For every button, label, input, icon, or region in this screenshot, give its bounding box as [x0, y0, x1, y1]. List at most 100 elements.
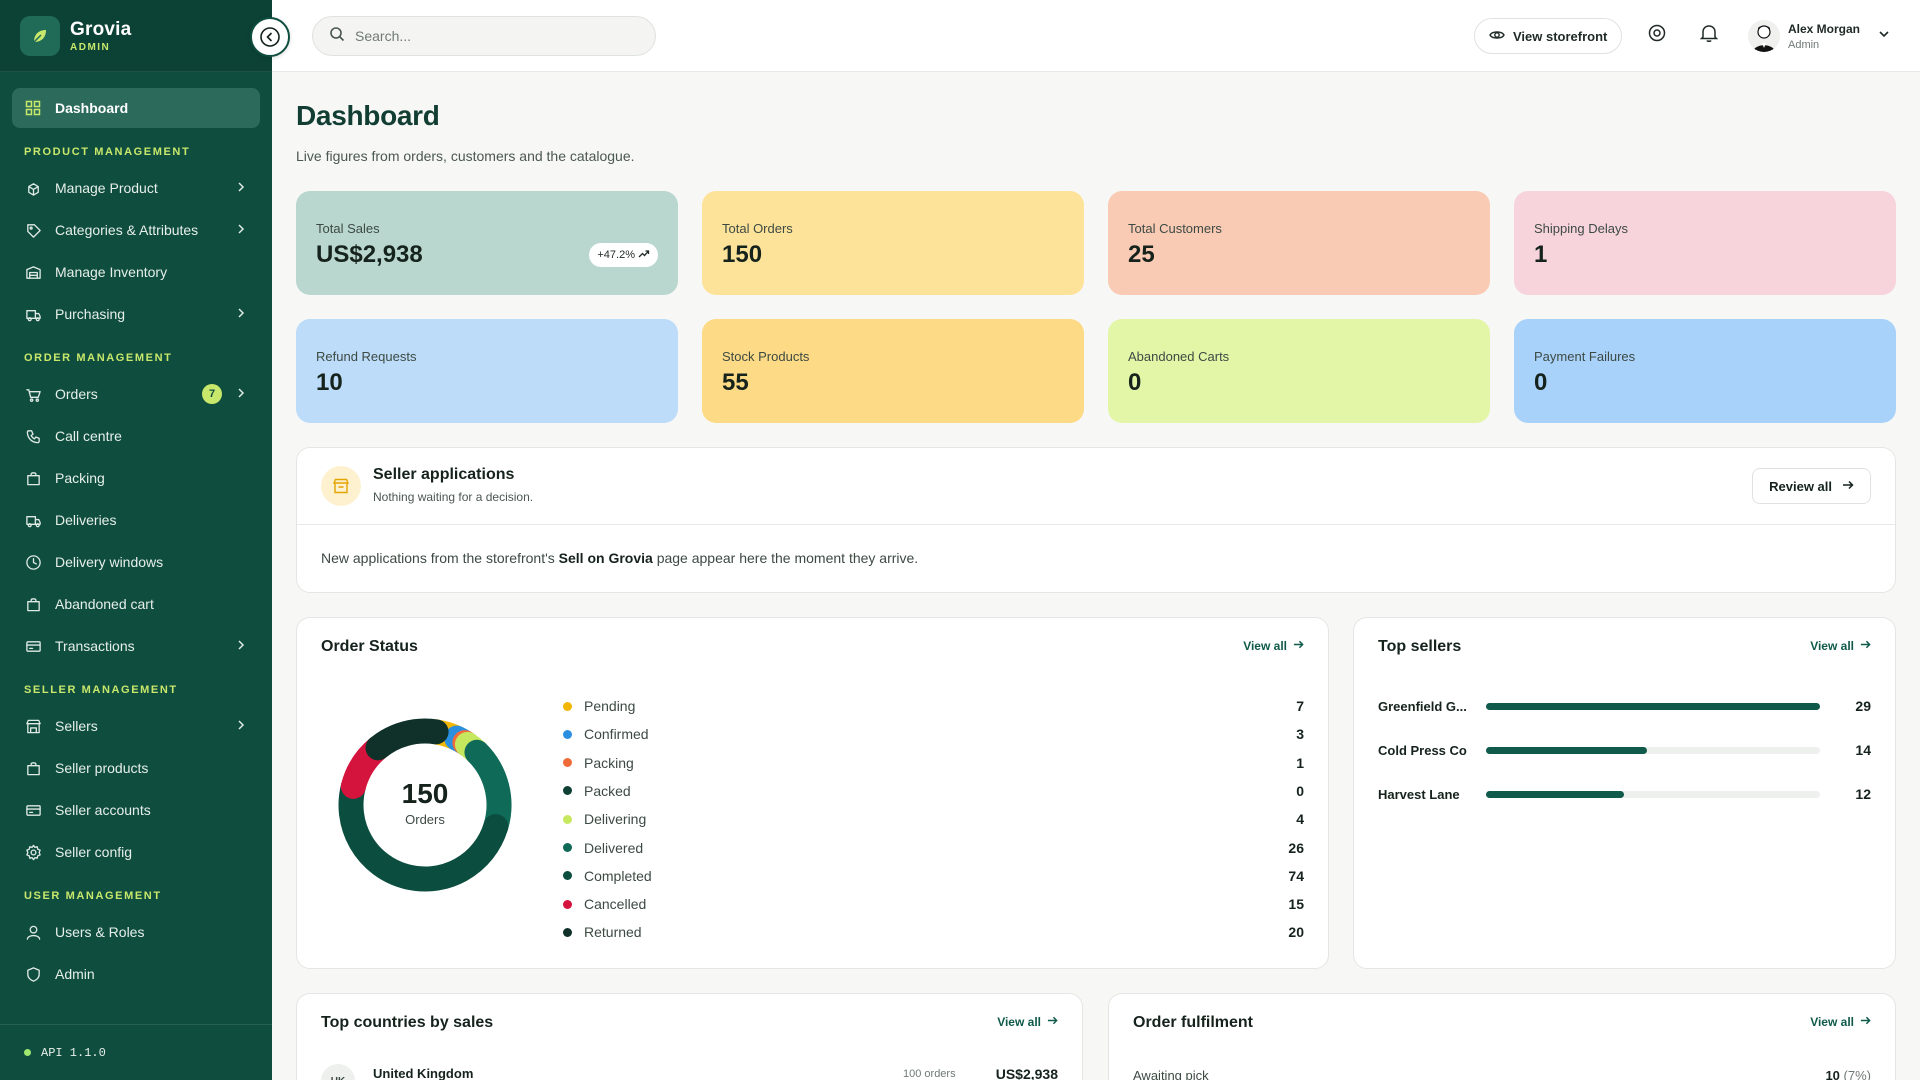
- kpi-card-shipping-delays[interactable]: Shipping Delays 1: [1514, 191, 1896, 295]
- sidebar-item-delivery-windows[interactable]: Delivery windows: [12, 542, 260, 582]
- divider: [297, 524, 1895, 525]
- seller-bar-track: [1486, 791, 1820, 798]
- fulfilment-value: 10: [1825, 1068, 1840, 1080]
- review-all-button[interactable]: Review all: [1752, 468, 1871, 504]
- legend-item-confirmed[interactable]: Confirmed 3: [563, 724, 1304, 744]
- legend-item-packing[interactable]: Packing 1: [563, 753, 1304, 773]
- chevron-left-circle-icon: [260, 27, 280, 47]
- legend-item-packed[interactable]: Packed 0: [563, 781, 1304, 801]
- leaf-logo-icon: [20, 15, 60, 56]
- brand-name: Grovia: [70, 18, 132, 40]
- search-box[interactable]: [312, 16, 656, 56]
- sidebar-item-label: Purchasing: [55, 306, 126, 322]
- kpi-value: US$2,938: [316, 241, 423, 268]
- user-role: Admin: [1788, 38, 1820, 51]
- sidebar-section-label: USER MANAGEMENT: [24, 890, 162, 902]
- country-name[interactable]: United Kingdom: [373, 1066, 474, 1080]
- sidebar-item-label: Abandoned cart: [55, 596, 154, 612]
- sidebar-item-call-centre[interactable]: Call centre: [12, 416, 260, 456]
- brand[interactable]: Grovia ADMIN: [0, 0, 272, 72]
- order-status-view-all-link[interactable]: View all: [1243, 639, 1304, 653]
- order-fulfilment-view-all-link[interactable]: View all: [1810, 1015, 1871, 1029]
- legend-item-delivering[interactable]: Delivering 4: [563, 809, 1304, 829]
- arrow-right-icon: [1047, 1015, 1058, 1029]
- settings-button[interactable]: [1646, 24, 1668, 46]
- legend-label: Delivered: [584, 839, 644, 856]
- sidebar-item-seller-config[interactable]: Seller config: [12, 832, 260, 872]
- top-seller-row[interactable]: Greenfield G... 29: [1378, 696, 1871, 716]
- legend-item-delivered[interactable]: Delivered 26: [563, 838, 1304, 858]
- legend-dot-icon: [563, 758, 572, 768]
- seller-bar-fill: [1486, 791, 1625, 798]
- sidebar-item-abandoned-cart[interactable]: Abandoned cart: [12, 584, 260, 624]
- seller-name: Harvest Lane: [1378, 786, 1460, 802]
- kpi-label: Total Sales: [316, 221, 380, 236]
- top-seller-row[interactable]: Cold Press Co 14: [1378, 740, 1871, 760]
- legend-dot-icon: [563, 871, 572, 881]
- notifications-button[interactable]: [1698, 24, 1720, 46]
- kpi-label: Stock Products: [722, 349, 810, 364]
- sidebar-item-sellers[interactable]: Sellers: [12, 706, 260, 746]
- legend-dot-icon: [563, 899, 572, 909]
- top-seller-row[interactable]: Harvest Lane 12: [1378, 784, 1871, 804]
- tag-icon: [24, 221, 42, 239]
- body-text-pre: New applications from the storefront's: [321, 550, 559, 566]
- kpi-label: Abandoned Carts: [1128, 349, 1230, 364]
- gear-icon: [1647, 23, 1667, 48]
- top-countries-view-all-link[interactable]: View all: [997, 1015, 1058, 1029]
- kpi-card-payment-failures[interactable]: Payment Failures 0: [1514, 319, 1896, 423]
- kpi-label: Total Orders: [722, 221, 793, 236]
- sidebar-item-transactions[interactable]: Transactions: [12, 626, 260, 666]
- sidebar-item-label: Transactions: [55, 638, 135, 654]
- collapse-sidebar-button[interactable]: [250, 17, 290, 57]
- arrow-right-icon: [1293, 639, 1304, 653]
- sidebar-item-seller-products[interactable]: Seller products: [12, 748, 260, 788]
- donut-total: 150: [401, 778, 449, 809]
- sidebar-item-dashboard[interactable]: Dashboard: [12, 88, 260, 128]
- legend-label: Cancelled: [584, 896, 647, 913]
- legend-item-returned[interactable]: Returned 20: [563, 922, 1304, 942]
- donut-slice-returned[interactable]: [365, 718, 449, 761]
- kpi-card-total-orders[interactable]: Total Orders 150: [702, 191, 1084, 295]
- top-sellers-title: Top sellers: [1378, 638, 1462, 655]
- legend-dot-icon: [563, 701, 572, 711]
- kpi-card-total-sales[interactable]: Total Sales US$2,938 +47.2%: [296, 191, 678, 295]
- kpi-value: 55: [722, 369, 749, 396]
- chevron-right-icon: [236, 306, 246, 322]
- sidebar-item-manage-inventory[interactable]: Manage Inventory: [12, 252, 260, 292]
- kpi-card-abandoned-carts[interactable]: Abandoned Carts 0: [1108, 319, 1490, 423]
- arrow-right-icon: [1860, 1015, 1871, 1029]
- top-sellers-view-all-link[interactable]: View all: [1810, 639, 1871, 653]
- truck-icon: [24, 511, 42, 529]
- user-menu[interactable]: Alex Morgan Admin: [1748, 16, 1890, 56]
- seller-value: 29: [1855, 698, 1871, 714]
- sidebar-item-users-roles[interactable]: Users & Roles: [12, 912, 260, 952]
- donut-slice-completed[interactable]: [338, 773, 509, 892]
- search-input[interactable]: [355, 28, 635, 44]
- kpi-card-total-customers[interactable]: Total Customers 25: [1108, 191, 1490, 295]
- legend-item-cancelled[interactable]: Cancelled 15: [563, 894, 1304, 914]
- body-text-post: page appear here the moment they arrive.: [652, 550, 919, 566]
- brand-sub: ADMIN: [70, 41, 111, 53]
- legend-value: 1: [1296, 754, 1304, 771]
- sidebar-item-admin[interactable]: Admin: [12, 954, 260, 994]
- legend-item-pending[interactable]: Pending 7: [563, 696, 1304, 716]
- sidebar-item-seller-accounts[interactable]: Seller accounts: [12, 790, 260, 830]
- sidebar-item-packing[interactable]: Packing: [12, 458, 260, 498]
- sidebar-item-orders[interactable]: Orders 7: [12, 374, 260, 414]
- legend-value: 20: [1288, 924, 1304, 941]
- sidebar-item-label: Seller config: [55, 844, 133, 860]
- search-icon: [329, 26, 345, 47]
- kpi-card-refund-requests[interactable]: Refund Requests 10: [296, 319, 678, 423]
- sidebar-item-label: Packing: [55, 470, 105, 486]
- sidebar-item-categories-attributes[interactable]: Categories & Attributes: [12, 210, 260, 250]
- kpi-card-stock-products[interactable]: Stock Products 55: [702, 319, 1084, 423]
- view-storefront-label: View storefront: [1513, 28, 1608, 44]
- sidebar-item-deliveries[interactable]: Deliveries: [12, 500, 260, 540]
- sidebar-item-manage-product[interactable]: Manage Product: [12, 168, 260, 208]
- legend-item-completed[interactable]: Completed 74: [563, 866, 1304, 886]
- fulfilment-value-row: 10 (7%): [1825, 1068, 1871, 1080]
- sidebar-item-purchasing[interactable]: Purchasing: [12, 294, 260, 334]
- view-storefront-button[interactable]: View storefront: [1474, 18, 1623, 54]
- page-title: Dashboard: [296, 100, 440, 131]
